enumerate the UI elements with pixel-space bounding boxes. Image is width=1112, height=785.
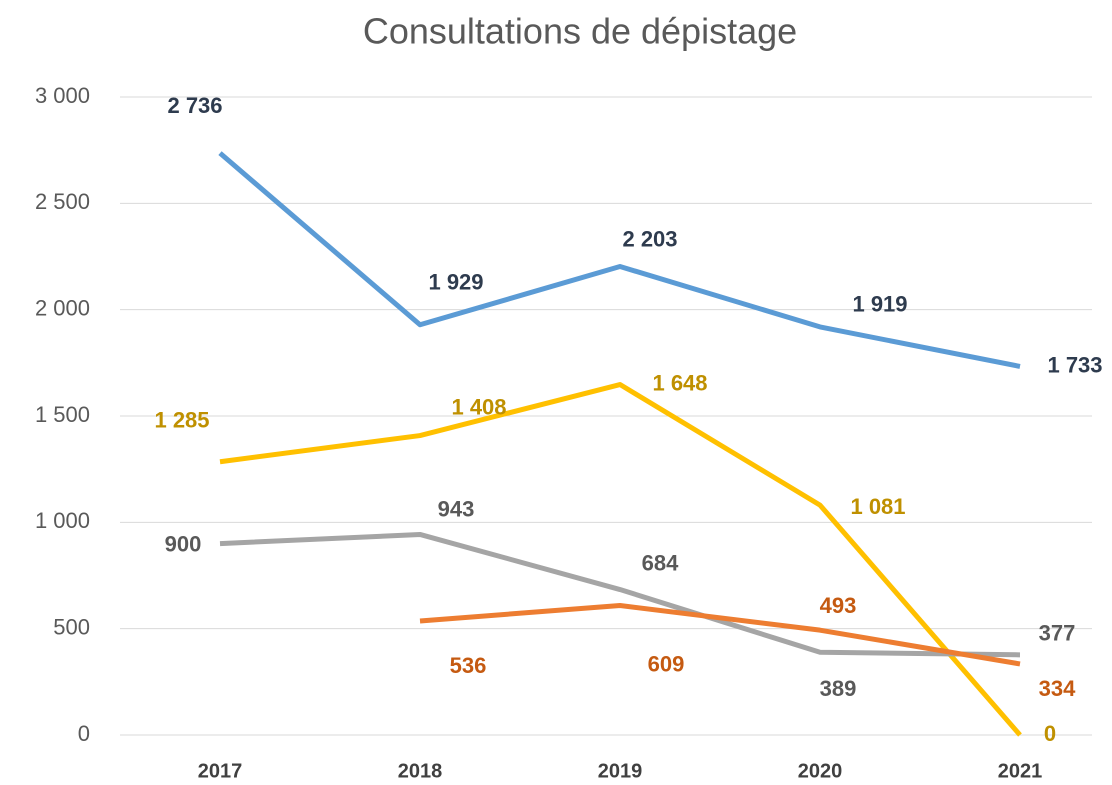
data-label: 1 408	[451, 394, 506, 419]
data-label: 389	[820, 676, 857, 701]
y-tick-label: 1 500	[35, 402, 90, 427]
data-label: 684	[642, 550, 679, 575]
x-tick-label: 2019	[598, 760, 643, 782]
data-label: 334	[1039, 676, 1076, 701]
y-tick-label: 0	[78, 721, 90, 746]
y-tick-label: 2 000	[35, 295, 90, 320]
data-label: 493	[820, 593, 857, 618]
data-label: 900	[165, 531, 202, 556]
data-label: 1 929	[428, 270, 483, 295]
data-label: 1 733	[1047, 352, 1102, 377]
line-series	[419, 602, 1021, 667]
line-series	[219, 531, 1021, 658]
y-tick-label: 500	[53, 614, 90, 639]
line-series	[219, 382, 1022, 737]
data-label: 377	[1039, 621, 1076, 646]
x-tick-label: 2017	[198, 760, 243, 782]
data-label: 0	[1044, 721, 1056, 746]
line-series	[218, 151, 1021, 369]
data-label: 1 648	[652, 370, 707, 395]
x-tick-label: 2021	[998, 760, 1043, 782]
data-label: 536	[450, 653, 487, 678]
data-label: 1 919	[852, 292, 907, 317]
y-tick-label: 2 500	[35, 189, 90, 214]
data-label: 609	[648, 651, 685, 676]
data-label: 2 736	[167, 93, 222, 118]
y-tick-label: 3 000	[35, 83, 90, 108]
x-tick-label: 2020	[798, 760, 843, 782]
data-label: 943	[438, 496, 475, 521]
x-tick-label: 2018	[398, 760, 443, 782]
y-tick-label: 1 000	[35, 508, 90, 533]
data-label: 1 081	[850, 494, 905, 519]
chart-title: Consultations de dépistage	[363, 11, 797, 52]
data-label: 1 285	[154, 408, 209, 433]
data-label: 2 203	[622, 226, 677, 251]
